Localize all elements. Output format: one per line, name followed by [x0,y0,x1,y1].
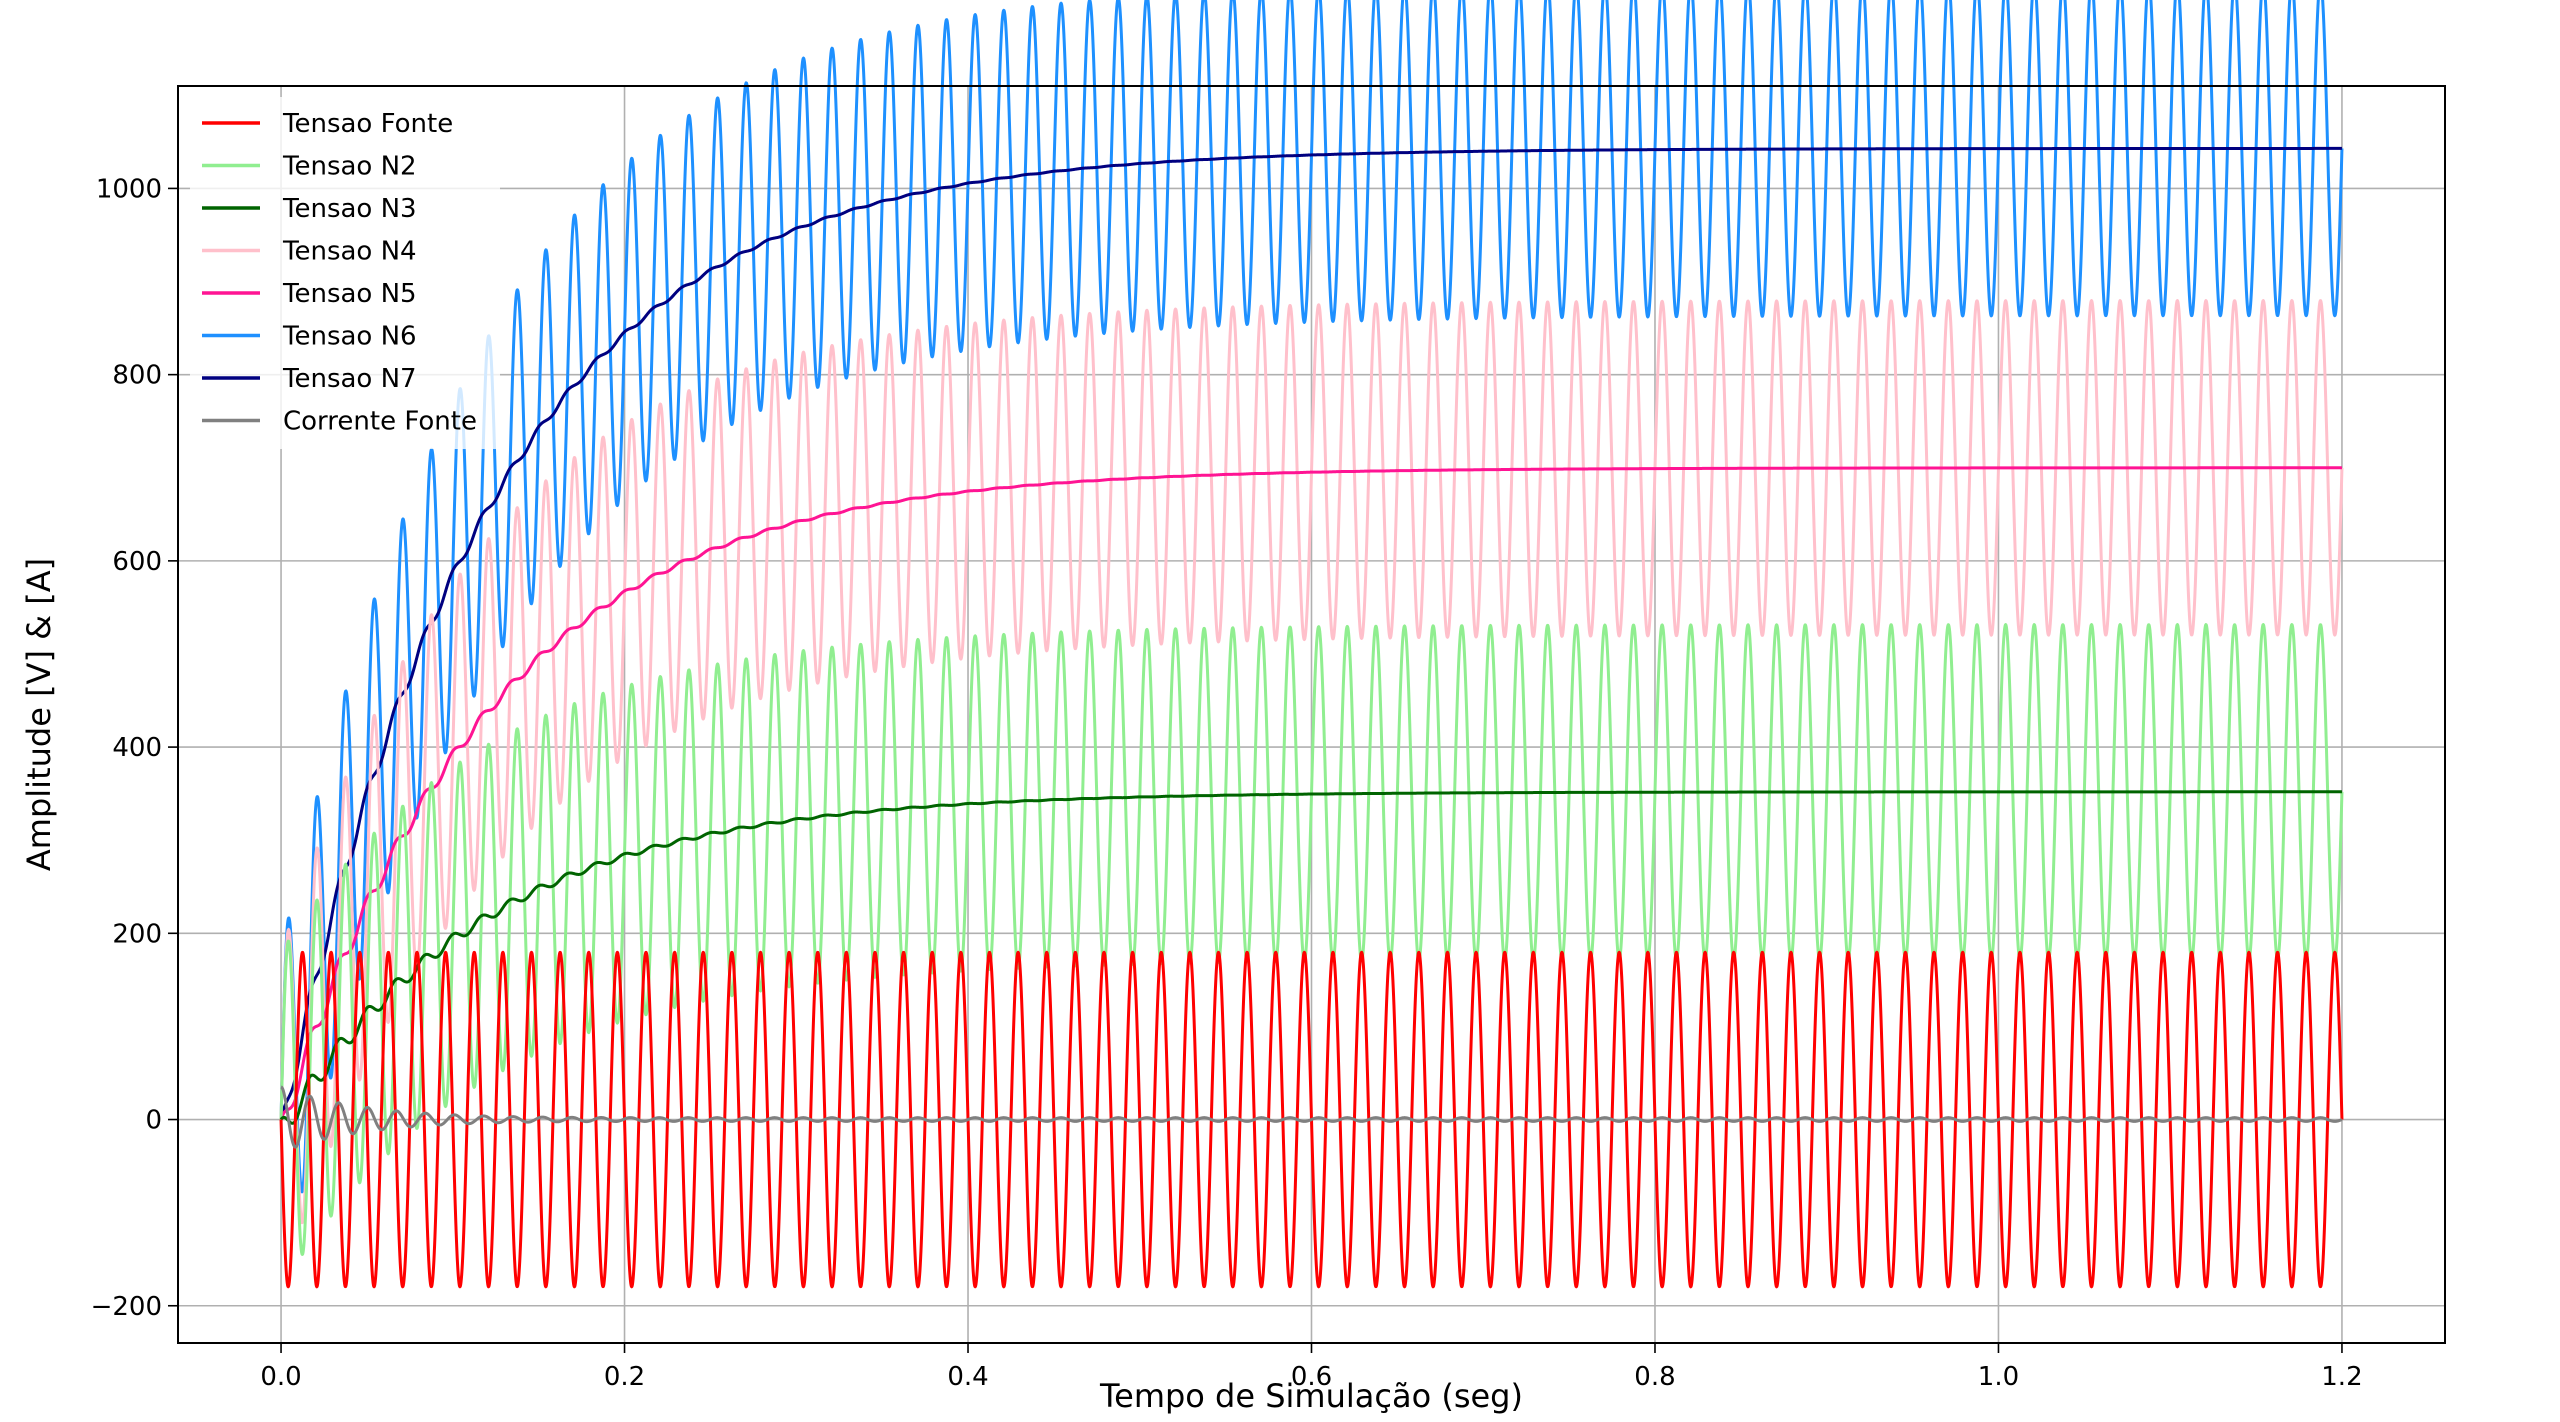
y-tick-label: 200 [112,919,162,949]
series-line [279,1085,2344,1149]
legend-label: Tensao Fonte [282,109,453,139]
legend-label: Corrente Fonte [283,407,477,437]
legend-label: Tensao N4 [282,237,417,267]
y-tick-label: 0 [145,1106,162,1136]
legend-box [190,97,500,449]
series-line [279,146,2344,1120]
y-tick-label: 800 [112,361,162,391]
legend-label: Tensao N7 [282,364,417,394]
legend-label: Tensao N3 [282,194,417,224]
y-axis: −200 0 200 400 600 800 1000 [91,174,178,1322]
x-tick-label: 0.6 [1291,1362,1332,1392]
y-tick-label: 400 [112,733,162,763]
x-tick-label: 1.0 [1978,1362,2019,1392]
legend-label: Tensao N2 [282,152,417,182]
x-tick-label: 0.2 [604,1362,645,1392]
x-axis: 0.0 0.2 0.4 0.6 0.8 1.0 1.2 [260,1343,2363,1392]
y-tick-label: 1000 [96,174,162,204]
x-tick-label: 0.8 [1634,1362,1675,1392]
x-tick-label: 0.4 [947,1362,988,1392]
x-tick-label: 0.0 [260,1362,301,1392]
y-axis-label: Amplitude [V] & [A] [20,558,58,871]
legend: Tensao Fonte Tensao N2 Tensao N3 Tensao N4 T… [190,97,500,449]
x-axis-label: Tempo de Simulação (seg) [1099,1377,1523,1415]
y-tick-label: −200 [91,1292,162,1322]
x-tick-label: 1.2 [2321,1362,2362,1392]
legend-label: Tensao N6 [282,322,417,352]
series-line [279,466,2344,1120]
y-tick-label: 600 [112,547,162,577]
legend-label: Tensao N5 [282,279,417,309]
plot-area [279,0,2344,1289]
series-line [279,790,2344,1125]
